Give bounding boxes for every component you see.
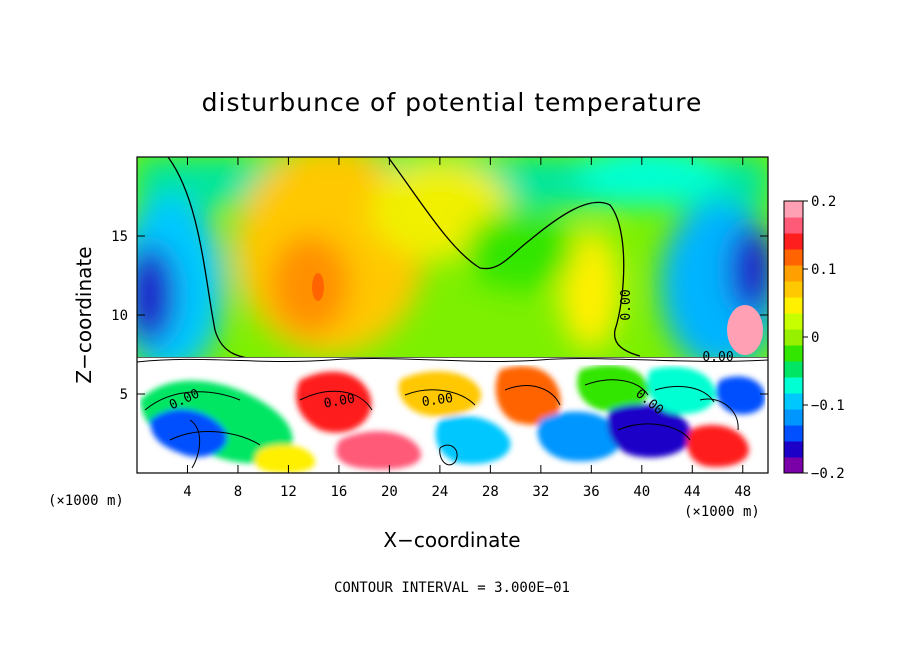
x-axis-label: X−coordinate [383, 528, 520, 552]
x-unit-right: (×1000 m) [684, 504, 760, 520]
colorbar-tick-label: −0.1 [811, 398, 845, 414]
colorbar-tick-label: 0.1 [811, 262, 836, 278]
colorbar: 0.2 0.1 0 −0.1 −0.2 [783, 194, 845, 482]
colorbar-tick-label: −0.2 [811, 466, 845, 482]
x-tick-label: 36 [583, 484, 600, 500]
colorbar-cell [784, 297, 803, 314]
x-tick-label: 24 [431, 484, 448, 500]
colorbar-tick-label: 0 [811, 330, 819, 346]
colorbar-cell [784, 233, 803, 250]
x-axis: 4 8 12 16 20 24 28 32 36 40 44 48 [183, 157, 751, 500]
colorbar-cell [784, 265, 803, 282]
plot-area: 0.00 0.00 0.00 0.00 0.00 0.00 [137, 157, 768, 473]
upper-field [137, 157, 768, 359]
lower-field [137, 357, 768, 473]
colorbar-cell [784, 393, 803, 410]
colorbar-cell [784, 425, 803, 442]
y-tick-label: 15 [111, 229, 128, 245]
contour-label: 0.00 [702, 350, 733, 365]
x-tick-label: 40 [633, 484, 650, 500]
x-tick-label: 16 [330, 484, 347, 500]
colorbar-cell [784, 409, 803, 426]
colorbar-tick-label: 0.2 [811, 194, 836, 210]
colorbar-cell [784, 281, 803, 298]
x-tick-label: 32 [532, 484, 549, 500]
x-tick-label: 4 [183, 484, 191, 500]
contour-label: 0.00 [323, 391, 356, 411]
colorbar-cell [784, 329, 803, 346]
contour-interval-note: CONTOUR INTERVAL = 3.000E−01 [334, 580, 570, 596]
colorbar-cell [784, 345, 803, 362]
colorbar-cell [784, 377, 803, 394]
x-tick-label: 48 [734, 484, 751, 500]
contour-label: 0.00 [421, 391, 454, 410]
x-tick-label: 8 [234, 484, 242, 500]
colorbar-cell [784, 457, 803, 474]
colorbar-cell [784, 361, 803, 378]
colorbar-cell [784, 313, 803, 330]
y-axis: 5 10 15 [111, 229, 768, 403]
y-axis-label: Z−coordinate [72, 246, 96, 383]
contour-label: 0.00 [619, 289, 634, 320]
colorbar-cell [784, 249, 803, 266]
y-tick-label: 10 [111, 308, 128, 324]
colorbar-cell [784, 201, 803, 218]
x-tick-label: 44 [684, 484, 701, 500]
x-tick-label: 28 [482, 484, 499, 500]
x-tick-label: 12 [280, 484, 297, 500]
y-tick-label: 5 [120, 387, 128, 403]
chart-title: disturbunce of potential temperature [202, 88, 703, 117]
colorbar-cell [784, 441, 803, 458]
x-tick-label: 20 [381, 484, 398, 500]
colorbar-cell [784, 217, 803, 234]
x-unit-left: (×1000 m) [48, 493, 124, 509]
